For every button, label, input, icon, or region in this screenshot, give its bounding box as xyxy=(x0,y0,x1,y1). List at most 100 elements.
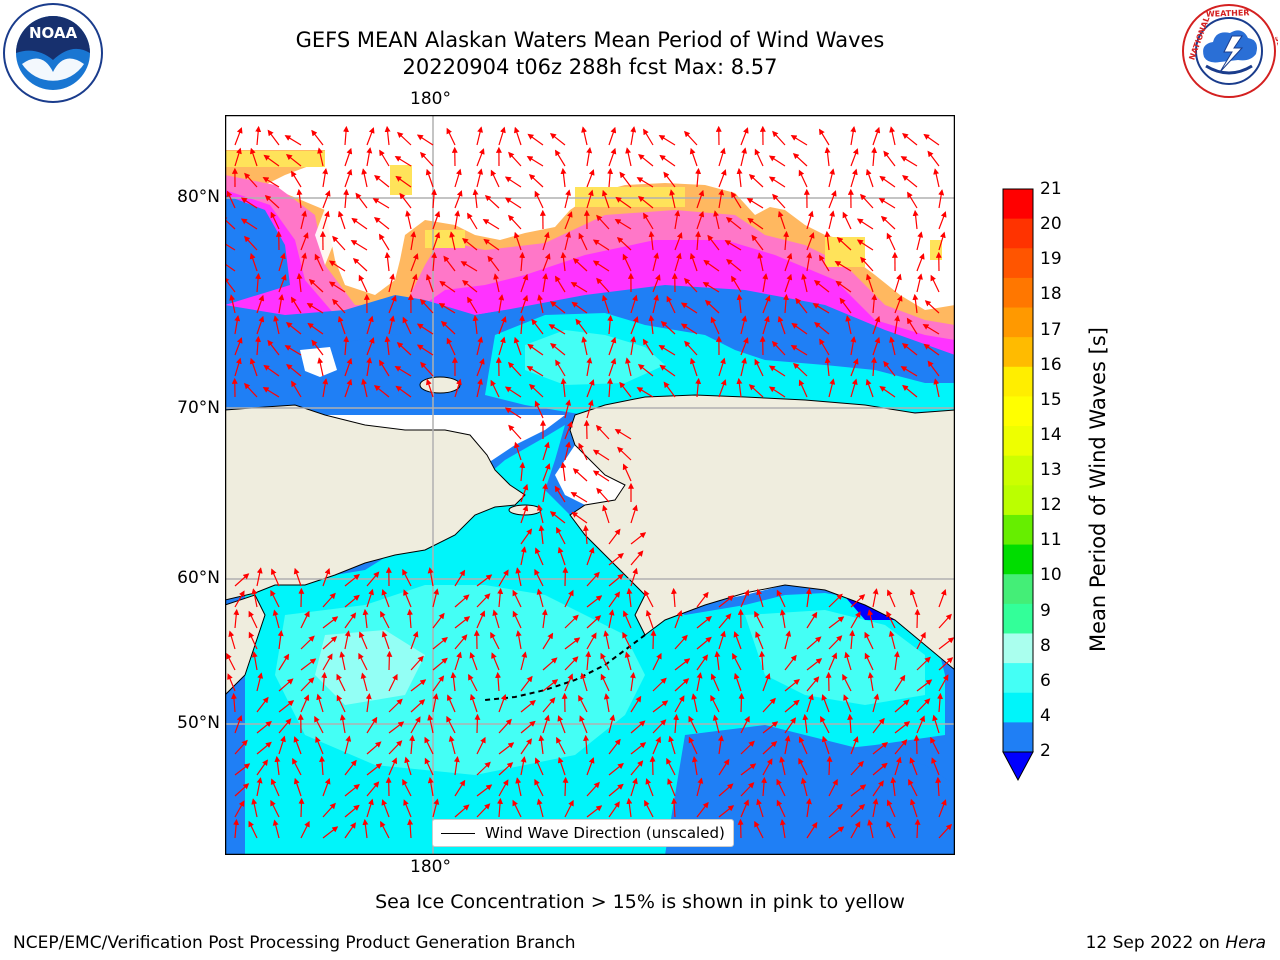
wave-direction-arrow xyxy=(515,630,522,650)
wave-direction-arrow xyxy=(592,449,610,461)
wave-direction-arrow xyxy=(384,125,391,146)
wave-direction-arrow xyxy=(293,736,302,755)
wind-wave-arrows xyxy=(225,125,955,839)
wave-direction-arrow xyxy=(278,718,292,734)
wave-direction-arrow xyxy=(498,336,506,356)
wave-direction-arrow xyxy=(453,756,460,776)
wave-direction-arrow xyxy=(696,672,703,692)
wave-direction-arrow xyxy=(337,210,346,230)
wave-direction-arrow xyxy=(476,593,491,608)
wave-direction-arrow xyxy=(508,424,522,440)
wave-direction-arrow xyxy=(872,588,879,608)
wave-direction-arrow xyxy=(859,193,874,209)
wave-direction-arrow xyxy=(630,126,637,146)
wave-direction-arrow xyxy=(362,608,369,629)
colorbar-tick-label: 16 xyxy=(1040,354,1062,375)
wave-direction-arrow xyxy=(828,190,837,209)
wave-direction-arrow xyxy=(542,253,551,272)
wave-direction-arrow xyxy=(564,421,573,440)
wave-direction-arrow xyxy=(806,821,818,839)
wave-direction-arrow xyxy=(564,441,571,461)
wave-direction-arrow xyxy=(673,713,680,734)
wave-direction-arrow xyxy=(474,713,481,734)
wave-direction-arrow xyxy=(828,635,843,650)
wave-direction-arrow xyxy=(839,297,852,314)
wave-direction-arrow xyxy=(300,210,307,230)
wave-direction-arrow xyxy=(410,231,417,251)
wave-direction-arrow xyxy=(927,360,940,377)
wave-direction-arrow xyxy=(608,714,616,734)
wave-direction-arrow xyxy=(264,194,280,209)
wave-direction-arrow xyxy=(225,239,236,251)
wave-direction-arrow xyxy=(748,384,764,398)
wave-direction-arrow xyxy=(379,149,390,167)
siberia-land xyxy=(225,404,526,601)
wave-direction-arrow xyxy=(542,463,551,482)
wave-direction-arrow xyxy=(454,634,468,650)
wave-direction-arrow xyxy=(534,568,544,587)
wave-direction-arrow xyxy=(916,231,924,251)
wave-direction-arrow xyxy=(255,125,262,146)
wave-direction-arrow xyxy=(894,315,901,335)
colorbar-cell xyxy=(1003,337,1033,368)
wave-direction-arrow xyxy=(322,777,331,797)
wave-direction-arrow xyxy=(513,336,522,356)
wave-direction-arrow xyxy=(718,630,726,650)
wave-direction-arrow xyxy=(683,277,698,293)
wave-direction-arrow xyxy=(703,259,720,272)
wave-direction-arrow xyxy=(432,657,448,671)
wave-direction-arrow xyxy=(930,274,940,293)
wave-direction-arrow xyxy=(316,693,324,713)
wave-direction-arrow xyxy=(626,797,633,818)
wave-direction-arrow xyxy=(688,715,698,734)
wave-direction-arrow xyxy=(880,215,896,230)
wave-direction-arrow xyxy=(344,594,360,608)
wave-direction-arrow xyxy=(322,592,336,608)
wave-direction-arrow xyxy=(298,797,305,818)
wave-direction-arrow xyxy=(674,609,683,629)
wave-direction-arrow xyxy=(894,721,911,734)
wave-direction-arrow xyxy=(883,150,896,167)
wave-direction-arrow xyxy=(394,365,412,377)
wave-direction-arrow xyxy=(248,610,258,629)
wave-direction-arrow xyxy=(410,679,427,692)
wave-direction-arrow xyxy=(300,694,310,713)
wave-direction-arrow xyxy=(772,193,786,209)
wave-direction-arrow xyxy=(922,323,940,335)
wave-direction-arrow xyxy=(542,273,549,293)
wave-direction-arrow xyxy=(644,589,654,608)
wave-direction-arrow xyxy=(754,358,764,377)
colorbar-cell xyxy=(1003,277,1033,309)
wave-direction-arrow xyxy=(520,273,529,293)
wave-direction-arrow xyxy=(717,735,724,755)
wave-direction-arrow xyxy=(424,757,434,776)
wave-direction-arrow xyxy=(688,736,698,755)
wave-direction-arrow xyxy=(683,130,698,146)
wave-direction-arrow xyxy=(564,656,579,671)
wave-direction-arrow xyxy=(916,656,931,671)
wave-direction-arrow xyxy=(520,756,527,776)
wave-direction-arrow xyxy=(339,714,346,734)
wave-direction-arrow xyxy=(652,719,667,734)
wave-direction-arrow xyxy=(527,133,544,146)
wave-direction-arrow xyxy=(601,294,610,314)
wave-direction-arrow xyxy=(901,343,918,356)
wave-direction-arrow xyxy=(886,799,896,818)
wave-direction-arrow xyxy=(339,651,346,671)
wave-direction-arrow xyxy=(454,168,462,188)
wave-direction-arrow xyxy=(644,799,654,818)
wave-direction-arrow xyxy=(293,777,302,797)
wave-direction-arrow xyxy=(643,212,654,230)
wave-direction-arrow xyxy=(714,650,721,671)
wave-direction-arrow xyxy=(322,653,333,671)
wave-direction-arrow xyxy=(572,257,588,272)
wave-direction-arrow xyxy=(542,441,550,461)
wave-direction-arrow xyxy=(828,826,845,839)
wave-direction-arrow xyxy=(819,338,830,356)
wave-direction-arrow xyxy=(914,818,921,839)
wave-direction-arrow xyxy=(322,616,339,629)
wave-direction-arrow xyxy=(467,296,478,314)
wave-direction-arrow xyxy=(300,610,310,629)
wave-direction-arrow xyxy=(557,715,566,734)
wave-direction-arrow xyxy=(630,550,644,566)
